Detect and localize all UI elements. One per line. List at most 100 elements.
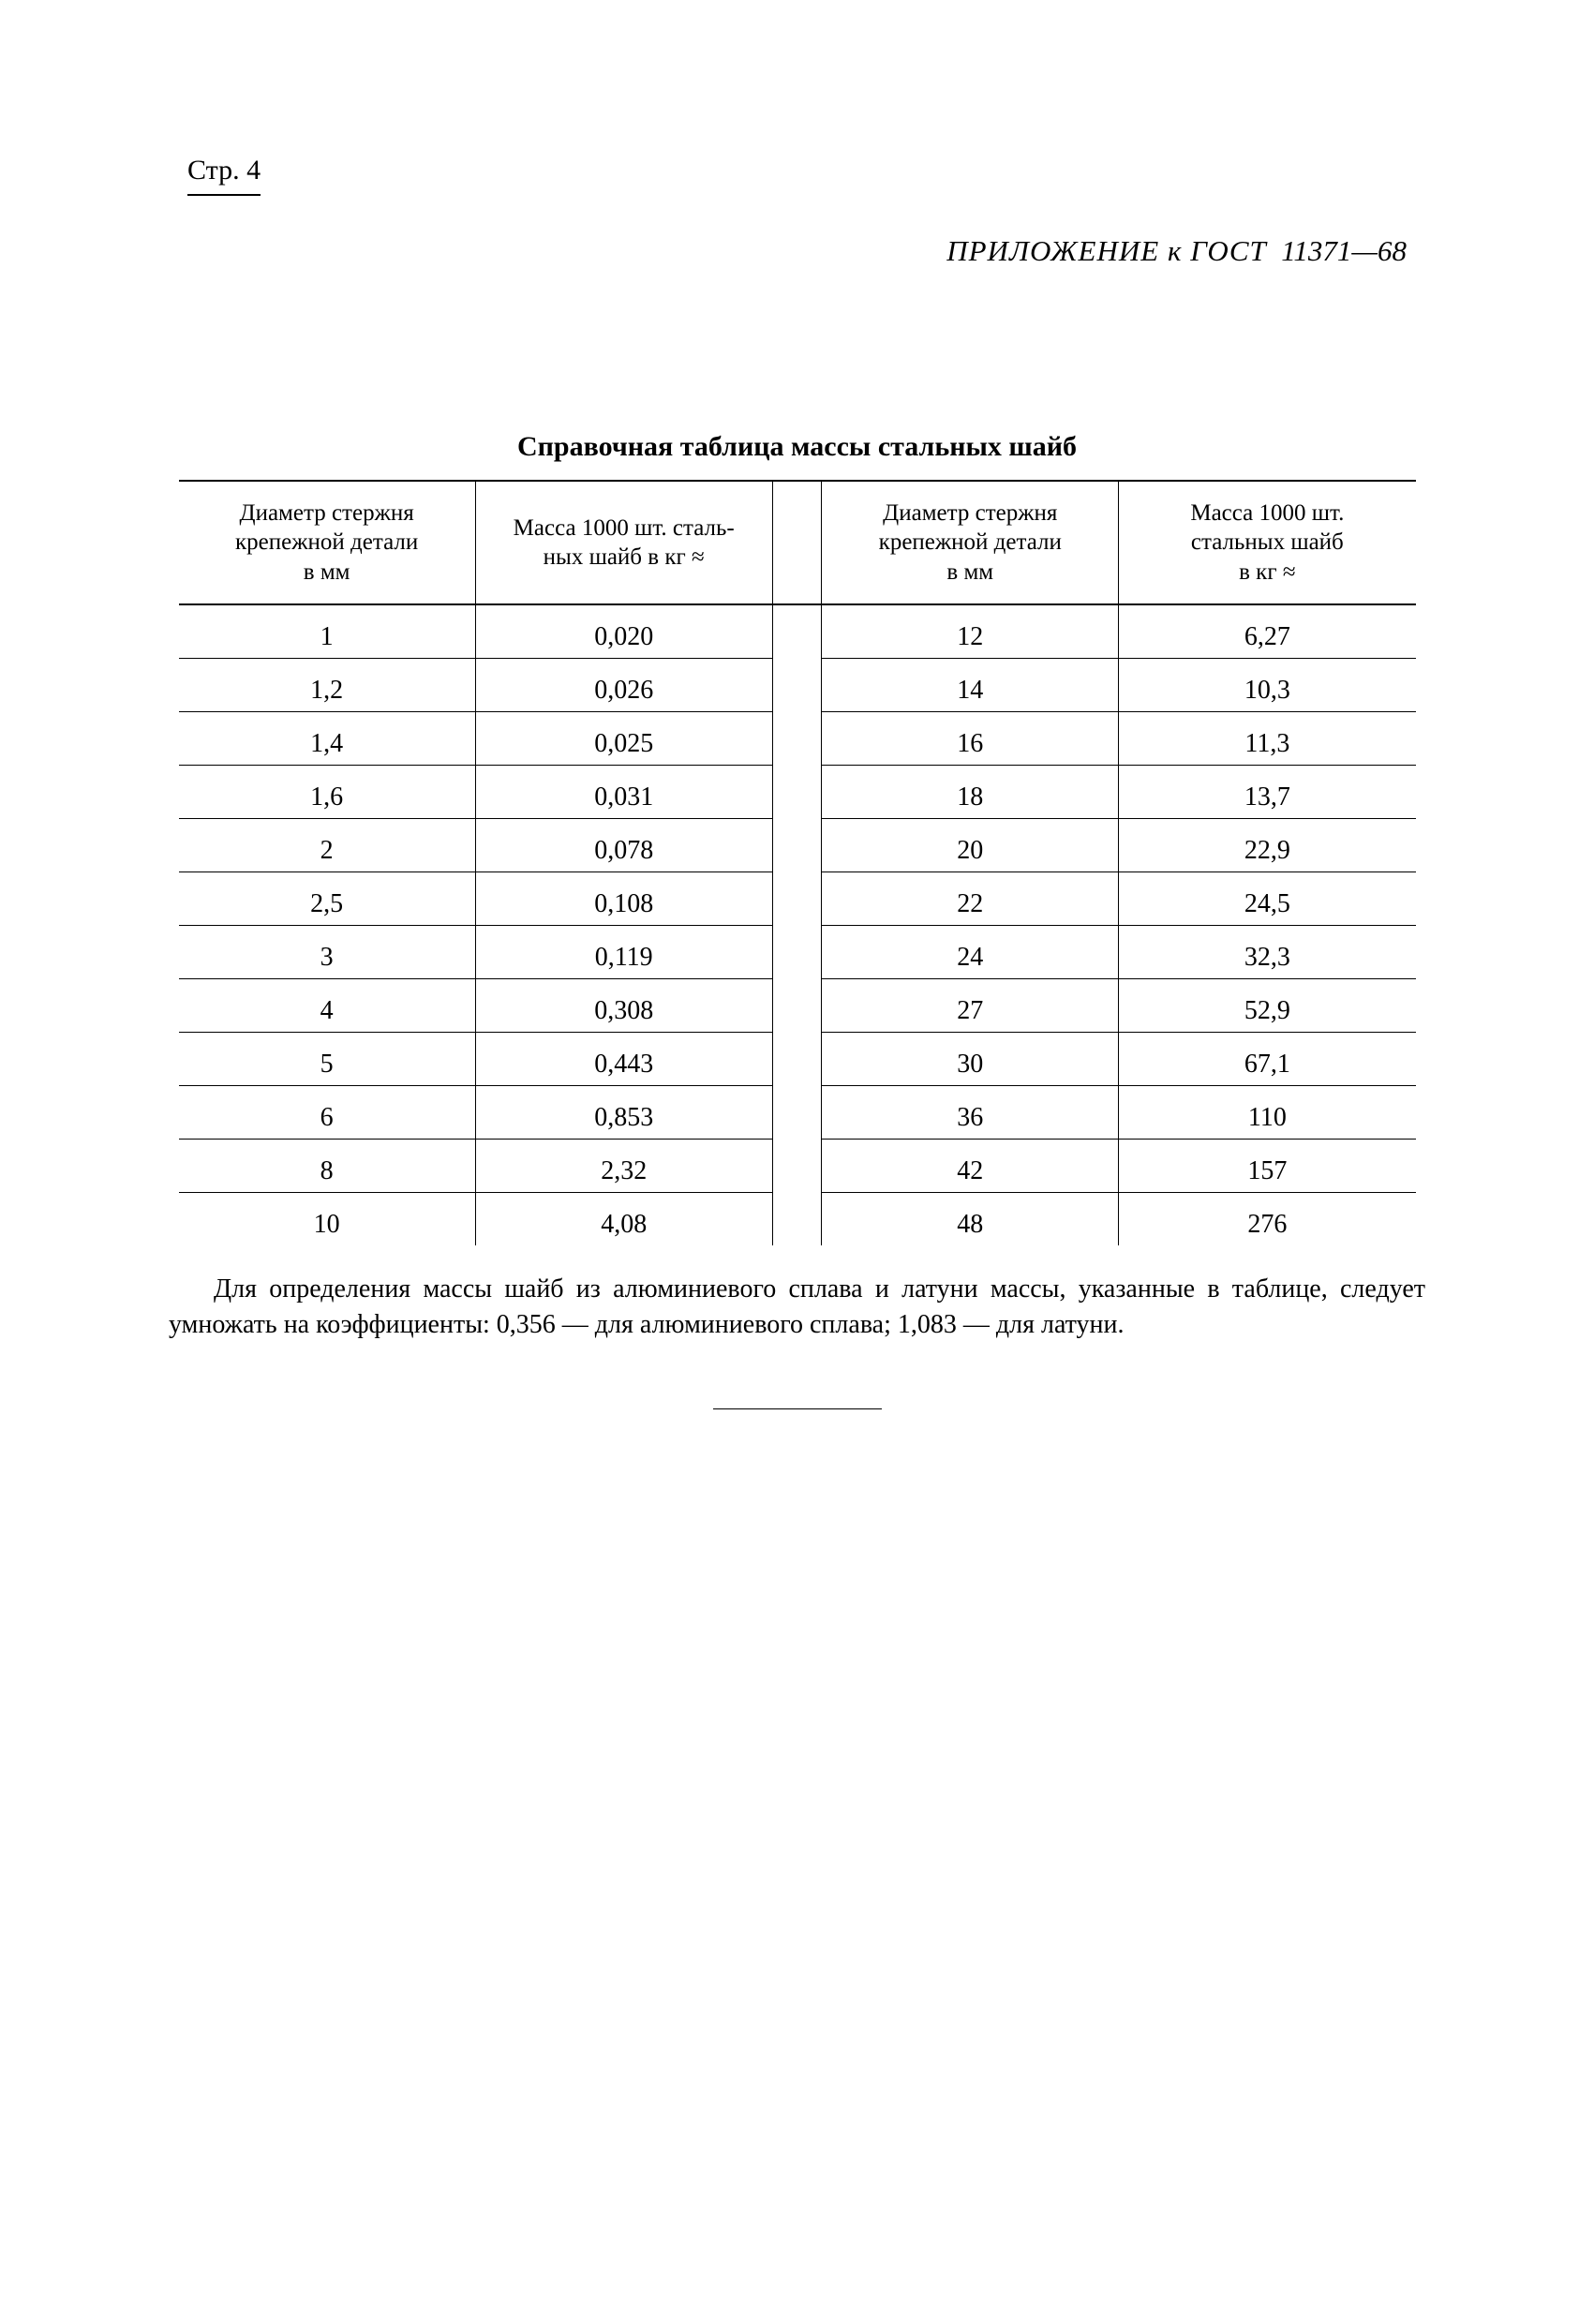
table-body: 10,020 126,27 1,20,026 1410,3 1,40,025 1611,3…	[179, 604, 1416, 1245]
page-number-wrap: Стр. 4	[187, 155, 261, 196]
table-row: 2,50,108 2224,5	[179, 872, 1416, 926]
cell-diameter-right: 24	[822, 926, 1119, 979]
cell-mass-left: 0,853	[475, 1086, 772, 1140]
cell-diameter-right: 36	[822, 1086, 1119, 1140]
hdr-mass-left-l2: ных шайб в кг ≈	[544, 544, 705, 570]
hdr-diam-l3: в мм	[304, 559, 350, 585]
washers-table: Диаметр стержня крепежной детали в мм Ма…	[179, 480, 1416, 1245]
table-row: 20,078 2022,9	[179, 819, 1416, 872]
col-header-diameter-right: Диаметр стержня крепежной детали в мм	[822, 481, 1119, 604]
cell-mass-right: 10,3	[1119, 659, 1416, 712]
cell-diameter-right: 30	[822, 1033, 1119, 1086]
cell-diameter-left: 3	[179, 926, 476, 979]
cell-mass-right: 32,3	[1119, 926, 1416, 979]
table-row: 50,443 3067,1	[179, 1033, 1416, 1086]
cell-diameter-right: 48	[822, 1193, 1119, 1246]
table-row: 104,08 48276	[179, 1193, 1416, 1246]
doc-ref-prefix: ПРИЛОЖЕНИЕ к	[946, 234, 1190, 267]
doc-ref-label: ГОСТ	[1190, 234, 1267, 267]
cell-gap	[772, 819, 822, 872]
page-number: Стр. 4	[187, 155, 261, 196]
cell-gap	[772, 1193, 822, 1246]
table-row: 1,40,025 1611,3	[179, 712, 1416, 766]
cell-diameter-left: 1,4	[179, 712, 476, 766]
cell-diameter-right: 12	[822, 604, 1119, 659]
cell-mass-right: 110	[1119, 1086, 1416, 1140]
cell-gap	[772, 926, 822, 979]
table-title: Справочная таблица массы стальных шайб	[169, 431, 1425, 463]
table-wrap: Диаметр стержня крепежной детали в мм Ма…	[179, 480, 1416, 1245]
table-row: 40,308 2752,9	[179, 979, 1416, 1033]
cell-mass-right: 6,27	[1119, 604, 1416, 659]
cell-diameter-right: 27	[822, 979, 1119, 1033]
cell-diameter-right: 18	[822, 766, 1119, 819]
cell-mass-left: 0,026	[475, 659, 772, 712]
cell-diameter-right: 20	[822, 819, 1119, 872]
cell-gap	[772, 872, 822, 926]
cell-mass-right: 276	[1119, 1193, 1416, 1246]
cell-gap	[772, 766, 822, 819]
cell-gap	[772, 979, 822, 1033]
col-header-mass-right: Масса 1000 шт. стальных шайб в кг ≈	[1119, 481, 1416, 604]
cell-gap	[772, 1033, 822, 1086]
cell-mass-right: 157	[1119, 1140, 1416, 1193]
hdr-diam-l2: крепежной детали	[235, 529, 418, 555]
hdr-mass-right-l1: Масса 1000 шт.	[1190, 500, 1344, 526]
table-row: 1,60,031 1813,7	[179, 766, 1416, 819]
hdr-diam-r1: Диаметр стержня	[883, 500, 1057, 526]
cell-mass-left: 0,020	[475, 604, 772, 659]
cell-mass-right: 67,1	[1119, 1033, 1416, 1086]
hdr-mass-right-l3: в кг ≈	[1239, 559, 1295, 585]
cell-gap	[772, 1086, 822, 1140]
cell-diameter-left: 1	[179, 604, 476, 659]
cell-diameter-right: 14	[822, 659, 1119, 712]
cell-mass-left: 0,308	[475, 979, 772, 1033]
hdr-mass-left-l1: Масса 1000 шт. сталь-	[514, 515, 735, 541]
cell-gap	[772, 1140, 822, 1193]
cell-mass-left: 0,119	[475, 926, 772, 979]
document-reference: ПРИЛОЖЕНИЕ к ГОСТ 11371—68	[946, 234, 1407, 268]
table-row: 10,020 126,27	[179, 604, 1416, 659]
cell-diameter-left: 4	[179, 979, 476, 1033]
table-row: 1,20,026 1410,3	[179, 659, 1416, 712]
cell-diameter-right: 42	[822, 1140, 1119, 1193]
cell-diameter-left: 6	[179, 1086, 476, 1140]
cell-mass-left: 0,443	[475, 1033, 772, 1086]
cell-mass-left: 0,078	[475, 819, 772, 872]
cell-mass-left: 0,025	[475, 712, 772, 766]
table-header-row: Диаметр стержня крепежной детали в мм Ма…	[179, 481, 1416, 604]
cell-diameter-right: 22	[822, 872, 1119, 926]
note-paragraph: Для определения массы шайб из алюминиево…	[169, 1272, 1425, 1343]
cell-mass-right: 13,7	[1119, 766, 1416, 819]
table-row: 30,119 2432,3	[179, 926, 1416, 979]
cell-diameter-left: 1,2	[179, 659, 476, 712]
table-row: 60,853 36110	[179, 1086, 1416, 1140]
cell-gap	[772, 712, 822, 766]
cell-mass-left: 0,031	[475, 766, 772, 819]
cell-diameter-left: 2	[179, 819, 476, 872]
cell-mass-right: 11,3	[1119, 712, 1416, 766]
hdr-mass-right-l2: стальных шайб	[1191, 529, 1344, 555]
table-row: 82,3242157	[179, 1140, 1416, 1193]
end-rule	[713, 1408, 882, 1409]
col-header-diameter-left: Диаметр стержня крепежной детали в мм	[179, 481, 476, 604]
hdr-diam-r3: в мм	[946, 559, 993, 585]
cell-mass-left: 0,108	[475, 872, 772, 926]
col-header-mass-left: Масса 1000 шт. сталь- ных шайб в кг ≈	[475, 481, 772, 604]
col-gap	[772, 481, 822, 604]
cell-diameter-left: 2,5	[179, 872, 476, 926]
cell-mass-right: 52,9	[1119, 979, 1416, 1033]
cell-mass-left: 2,32	[475, 1140, 772, 1193]
cell-diameter-left: 1,6	[179, 766, 476, 819]
cell-gap	[772, 659, 822, 712]
hdr-diam-l1: Диаметр стержня	[240, 500, 414, 526]
cell-diameter-left: 5	[179, 1033, 476, 1086]
cell-diameter-right: 16	[822, 712, 1119, 766]
doc-ref-number-val: 11371—68	[1281, 234, 1407, 267]
cell-mass-right: 24,5	[1119, 872, 1416, 926]
cell-diameter-left: 10	[179, 1193, 476, 1246]
cell-mass-left: 4,08	[475, 1193, 772, 1246]
cell-mass-right: 22,9	[1119, 819, 1416, 872]
page: Стр. 4 ПРИЛОЖЕНИЕ к ГОСТ 11371—68 Справо…	[0, 0, 1594, 2324]
cell-gap	[772, 604, 822, 659]
